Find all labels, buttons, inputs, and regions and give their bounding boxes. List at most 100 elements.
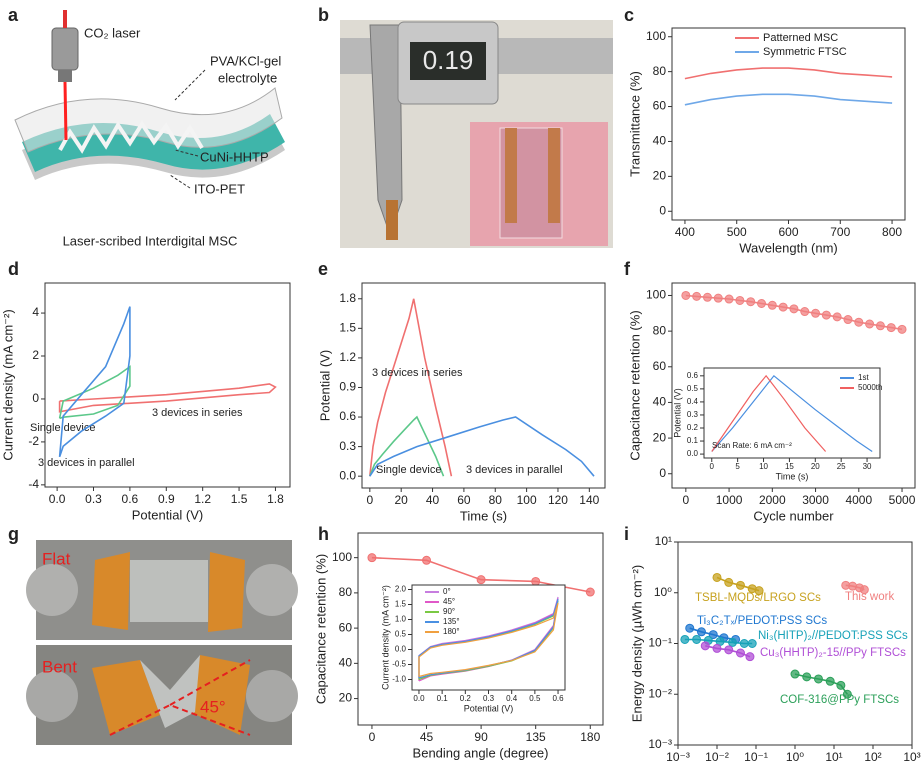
x-tick-label: 5 (735, 462, 740, 471)
panel-label: b (318, 5, 329, 25)
marker (855, 318, 863, 326)
marker (768, 301, 776, 309)
y-tick-label: 1.0 (395, 615, 407, 624)
x-tick-label: 0.1 (437, 694, 449, 703)
x-tick-label: 4000 (845, 493, 872, 507)
x-tick-label: 20 (395, 493, 409, 507)
pointer (170, 175, 190, 188)
marker (822, 311, 830, 319)
legend-label: 180° (443, 627, 460, 636)
series-line (685, 94, 892, 105)
marker (791, 670, 799, 678)
y-axis-title: Potential (V) (672, 388, 682, 438)
x-tick-label: 135 (526, 730, 546, 744)
x-tick-label: 90 (474, 730, 488, 744)
y-tick-label: 60 (653, 359, 667, 373)
panel-label: e (318, 259, 328, 279)
y-tick-label: -1.0 (392, 675, 406, 684)
y-tick-label: 10¹ (655, 534, 672, 548)
y-tick-label: 80 (653, 323, 667, 337)
x-tick-label: 10⁻² (705, 750, 729, 761)
y-tick-label: 40 (653, 134, 667, 148)
y-tick-label: 0.9 (339, 380, 356, 394)
plot-frame (678, 542, 912, 745)
x-axis-title: Potential (V) (464, 703, 514, 713)
laser-beam (65, 82, 66, 140)
bolt (26, 564, 78, 616)
y-tick-label: 0.6 (339, 409, 356, 423)
x-tick-label: 0.3 (483, 694, 495, 703)
x-tick-label: 0.3 (85, 492, 102, 506)
legend-label: Symmetric FTSC (763, 46, 847, 58)
series-label: 3 devices in series (152, 407, 243, 419)
x-tick-label: 10¹ (825, 750, 842, 761)
laser-nozzle (58, 70, 72, 82)
y-tick-label: 0.3 (339, 439, 356, 453)
series-label: 3 devices in parallel (38, 457, 135, 469)
marker (898, 325, 906, 333)
x-tick-label: 0 (366, 493, 373, 507)
y-tick-label: 10⁻² (648, 686, 672, 700)
y-axis-title: Current density (mA cm⁻²) (380, 585, 390, 690)
angle-label: 45° (200, 697, 226, 716)
y-tick-label: 0.0 (395, 645, 407, 654)
series-label: This work (845, 591, 894, 603)
y-tick-label: 40 (653, 395, 667, 409)
x-tick-label: 5000 (889, 493, 916, 507)
x-tick-label: 1000 (716, 493, 743, 507)
legend-label: 1st (858, 373, 869, 382)
y-tick-label: 1.8 (339, 291, 356, 305)
y-tick-label: 0.5 (395, 630, 407, 639)
x-tick-label: 120 (548, 493, 568, 507)
x-tick-label: 0 (682, 493, 689, 507)
marker (790, 305, 798, 313)
y-tick-label: 1.2 (339, 350, 356, 364)
bent-label: Bent (42, 657, 77, 676)
x-tick-label: 0.6 (552, 694, 564, 703)
laser-label: CO₂ laser (84, 25, 141, 40)
sample (386, 200, 398, 240)
x-tick-label: 60 (457, 493, 471, 507)
marker (586, 588, 594, 596)
x-tick-label: 0 (369, 730, 376, 744)
y-tick-label: 0.3 (687, 410, 699, 419)
y-tick-label: 20 (653, 169, 667, 183)
y-axis-title: Capacitance retention (%) (627, 310, 642, 460)
y-tick-label: -2 (28, 434, 39, 448)
bolt (246, 564, 298, 616)
panel-label: c (624, 5, 634, 25)
x-axis-title: Time (s) (460, 508, 507, 523)
y-axis-title: Capacitance retention (%) (313, 554, 328, 704)
y-tick-label: 2 (32, 348, 39, 362)
y-tick-label: -0.5 (392, 660, 406, 669)
y-axis-title: Current density (mA cm⁻²) (0, 309, 15, 460)
x-tick-label: 15 (785, 462, 794, 471)
marker (713, 644, 721, 652)
marker (826, 677, 834, 685)
marker (833, 313, 841, 321)
tape (92, 552, 130, 630)
x-tick-label: 0.5 (529, 694, 541, 703)
series-label: 3 devices in series (372, 367, 463, 379)
x-tick-label: 45 (420, 730, 434, 744)
y-tick-label: 40 (339, 656, 353, 670)
display-reading: 0.19 (423, 45, 474, 75)
x-tick-label: 10⁰ (786, 750, 804, 761)
panel-label: d (8, 259, 19, 279)
x-tick-label: 25 (837, 462, 846, 471)
y-axis-title: Potential (V) (317, 350, 332, 422)
marker (725, 295, 733, 303)
y-tick-label: 0 (659, 466, 666, 480)
y-tick-label: 0.0 (339, 468, 356, 482)
marker (801, 308, 809, 316)
figure: a CO₂ laser PVA/KCl-gel electrolyte CuNi… (0, 0, 924, 761)
y-tick-label: 20 (339, 691, 353, 705)
x-axis-title: Potential (V) (132, 507, 204, 522)
marker (477, 576, 485, 584)
x-axis-title: Bending angle (degree) (413, 745, 549, 760)
x-tick-label: 400 (675, 225, 695, 239)
legend-label: 90° (443, 607, 455, 616)
schematic-a: a CO₂ laser PVA/KCl-gel electrolyte CuNi… (8, 5, 285, 249)
x-tick-label: 10⁻³ (666, 750, 690, 761)
bolt (246, 670, 298, 722)
